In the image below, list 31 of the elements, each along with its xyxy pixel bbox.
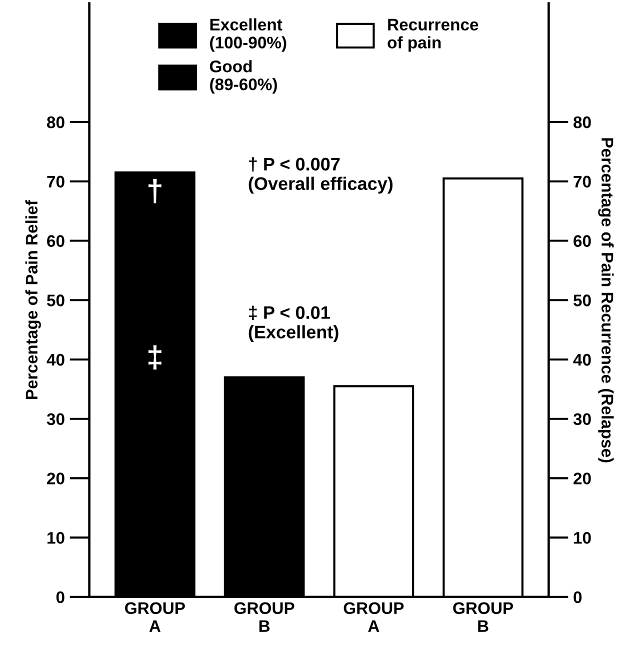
x-tick-label: GROUP A: [344, 602, 404, 632]
x-tick-label: GROUP B: [453, 602, 514, 632]
x-tick-label: GROUP B: [234, 602, 294, 632]
y2-tick-label: 50: [574, 294, 591, 306]
y-tick-label: 80: [47, 116, 64, 128]
annotation: †: [148, 179, 162, 204]
x-tick-label: GROUP A: [125, 602, 185, 632]
y2-tick-label: 60: [574, 235, 591, 247]
y2-tick-label: 10: [574, 532, 591, 544]
y-tick-label: 70: [47, 176, 64, 188]
y2-tick-label: 80: [574, 116, 591, 128]
legend-label: Recurrence of pain: [388, 18, 478, 52]
annotation: ‡: [148, 345, 162, 370]
y2-tick-label: 30: [573, 413, 591, 426]
y2-tick-label: 20: [574, 472, 591, 484]
annotation: † P < 0.007 (Overall efficacy): [248, 157, 393, 194]
legend-label: Excellent (100-90%): [210, 18, 286, 52]
y2-tick-label: 70: [574, 176, 591, 188]
y-tick-label: 20: [47, 472, 64, 484]
y-tick-label: 0: [56, 591, 64, 604]
y-tick-label: 10: [48, 532, 64, 544]
y2-axis-title: Percentage of Pain Recurrence (Relapse): [598, 138, 614, 462]
y-tick-label: 50: [46, 294, 64, 306]
y2-tick-label: 0: [574, 591, 582, 604]
y-tick-label: 40: [46, 354, 64, 366]
y2-tick-label: 40: [573, 354, 591, 366]
legend-label: Good (89-60%): [210, 60, 277, 94]
y-tick-label: 60: [47, 235, 64, 247]
annotation: ‡ P < 0.01 (Excellent): [248, 306, 338, 342]
y-tick-label: 30: [46, 413, 64, 426]
y-axis-title: Percentage of Pain Relief: [25, 200, 41, 400]
